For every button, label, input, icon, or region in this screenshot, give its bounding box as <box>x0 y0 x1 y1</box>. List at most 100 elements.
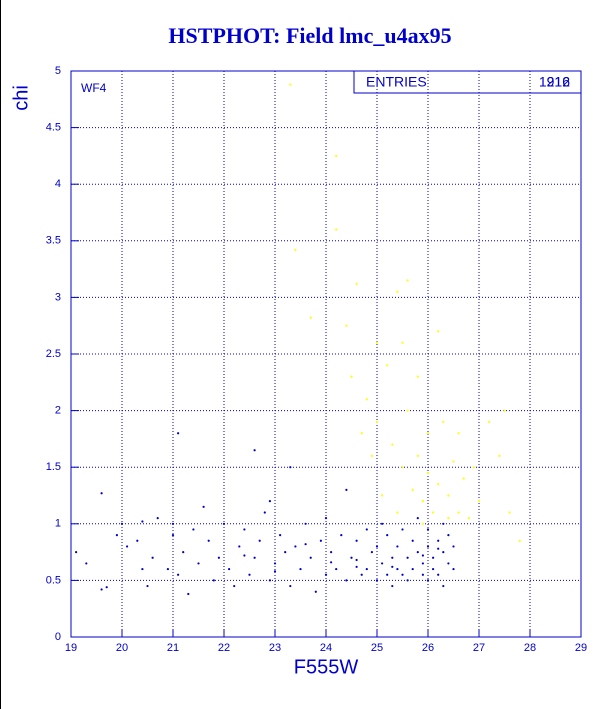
point <box>442 551 445 554</box>
point <box>228 567 231 571</box>
point <box>222 522 226 525</box>
x-tick-label: 22 <box>218 642 230 654</box>
point <box>488 420 491 424</box>
point <box>437 573 440 576</box>
point <box>421 554 424 557</box>
point <box>335 567 338 571</box>
point <box>279 534 282 537</box>
point <box>268 500 271 503</box>
point <box>432 511 435 514</box>
point <box>416 517 419 520</box>
point <box>141 567 144 571</box>
point <box>289 466 292 469</box>
point <box>381 494 384 497</box>
y-tick-label: 1 <box>55 518 61 530</box>
point <box>391 565 394 568</box>
point <box>294 545 297 548</box>
point <box>273 562 277 565</box>
point <box>217 556 220 559</box>
stats-value: 212 <box>547 74 571 90</box>
point <box>105 586 108 589</box>
point <box>447 534 450 537</box>
point <box>233 584 236 588</box>
point <box>386 364 389 367</box>
point <box>136 539 139 542</box>
point <box>503 409 506 412</box>
point <box>477 500 481 503</box>
point <box>447 562 450 565</box>
point <box>437 547 440 550</box>
point <box>401 466 404 469</box>
point <box>258 539 261 542</box>
point <box>294 248 297 251</box>
plot-frame <box>70 70 582 638</box>
point <box>355 539 358 542</box>
point <box>437 539 440 542</box>
point <box>100 492 103 495</box>
point <box>421 562 424 565</box>
point <box>411 488 414 491</box>
point <box>442 584 445 588</box>
point <box>472 466 475 469</box>
point <box>426 579 430 582</box>
point <box>243 528 246 531</box>
point <box>442 522 445 525</box>
point <box>268 579 271 582</box>
point <box>365 398 368 401</box>
x-tick-label: 25 <box>371 642 383 654</box>
point <box>151 556 154 559</box>
point <box>375 579 379 582</box>
point <box>381 562 384 565</box>
y-tick-label: 4.5 <box>46 122 61 134</box>
point <box>411 567 414 571</box>
point <box>375 341 379 344</box>
point <box>289 83 292 86</box>
point <box>304 522 307 525</box>
point <box>350 556 353 559</box>
point <box>432 556 435 559</box>
point <box>345 579 348 582</box>
point <box>401 528 404 531</box>
point <box>289 584 292 588</box>
point <box>100 588 103 591</box>
point <box>324 573 328 576</box>
point <box>365 528 368 531</box>
point <box>171 522 175 525</box>
point <box>345 324 348 327</box>
point <box>120 522 124 525</box>
point <box>391 443 394 446</box>
point <box>375 545 379 548</box>
point <box>386 573 389 576</box>
point <box>248 573 251 576</box>
point <box>375 420 379 424</box>
point <box>457 432 460 435</box>
x-tick-label: 21 <box>167 642 179 654</box>
point <box>202 505 205 508</box>
point <box>391 584 394 588</box>
point <box>284 551 287 554</box>
x-tick-label: 20 <box>116 642 128 654</box>
point <box>182 551 185 554</box>
point <box>396 511 399 514</box>
point <box>447 517 450 520</box>
point <box>406 579 409 582</box>
point <box>177 573 180 576</box>
point <box>452 460 455 463</box>
point <box>335 154 338 157</box>
point <box>238 545 241 548</box>
y-tick-label: 2 <box>55 405 61 417</box>
point <box>345 488 348 491</box>
point <box>330 551 333 554</box>
point <box>141 520 144 523</box>
point <box>365 567 368 571</box>
point <box>253 556 256 559</box>
point <box>426 432 430 435</box>
y-tick-label: 0.5 <box>46 574 61 586</box>
point <box>432 567 435 571</box>
x-tick-label: 28 <box>524 642 536 654</box>
point <box>396 290 399 293</box>
point <box>381 522 384 525</box>
x-tick-label: 19 <box>65 642 77 654</box>
point <box>426 528 430 531</box>
point <box>457 511 460 514</box>
